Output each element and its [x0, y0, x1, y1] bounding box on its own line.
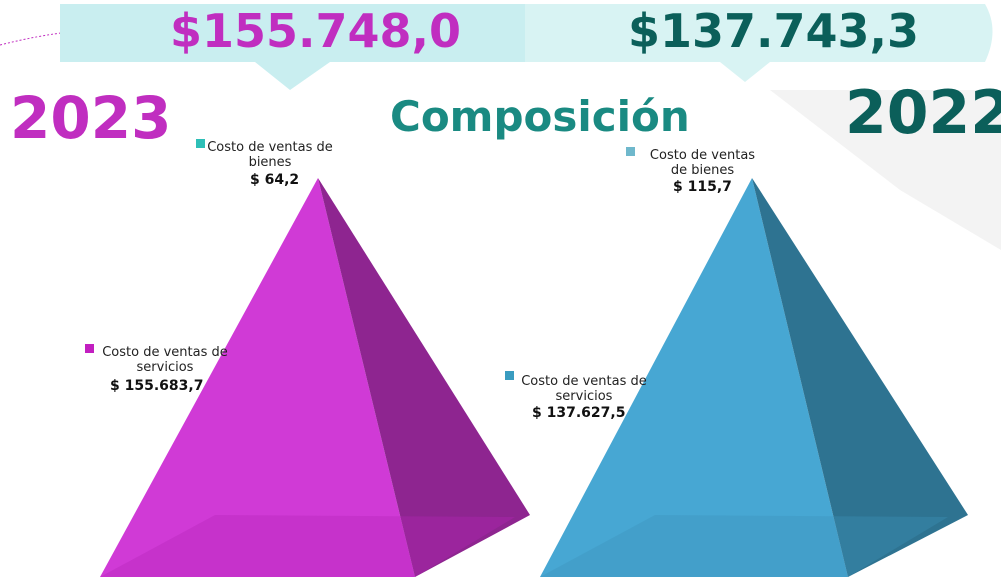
- pyramid-segment: [100, 178, 415, 577]
- pyramid-base: [100, 515, 515, 577]
- pyramid-segment-side: [752, 178, 968, 577]
- legend-swatch: [85, 344, 94, 353]
- category-label: Costo de ventas de servicios: [102, 345, 228, 375]
- legend-swatch: [626, 147, 635, 156]
- decor: [770, 90, 1001, 250]
- value-label: $ 137.627,5: [532, 405, 626, 421]
- category-label: Costo de ventas de servicios: [521, 374, 647, 404]
- pyramid-base: [540, 515, 948, 577]
- legend-swatch: [505, 371, 514, 380]
- category-label: Costo de ventas de bienes: [207, 140, 333, 170]
- total: $137.743,3: [628, 4, 920, 58]
- legend-swatch: [196, 139, 205, 148]
- total: $155.748,0: [170, 4, 462, 58]
- title: Composición: [390, 92, 690, 141]
- value-label: $ 115,7: [673, 179, 732, 195]
- value-label: $ 155.683,7: [110, 378, 204, 394]
- value-label: $ 64,2: [250, 172, 300, 188]
- pyramid-segment: [540, 178, 848, 577]
- decor: [0, 31, 71, 46]
- banner: [525, 4, 993, 82]
- pyramid-segment-side: [318, 178, 530, 577]
- year: 2023: [10, 84, 172, 152]
- banner: [60, 4, 525, 90]
- category-label: Costo de ventas de bienes: [649, 148, 756, 178]
- year: 2022: [845, 78, 1001, 148]
